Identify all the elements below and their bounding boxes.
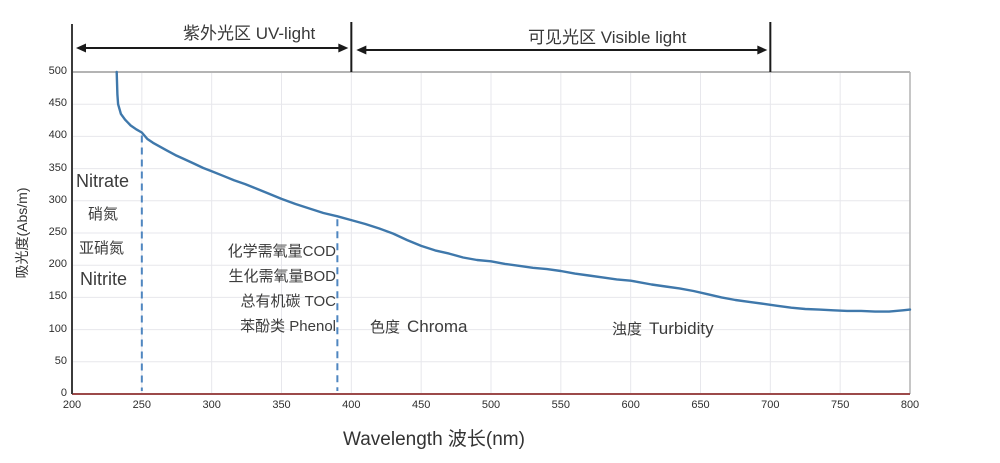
annotation-chroma: 色度 Chroma [370,316,467,337]
uv-region-label: 紫外光区 UV-light [183,24,316,43]
visible-region-arrow-right-head [757,45,768,55]
x-tick-label: 700 [761,399,780,411]
y-tick-label: 250 [48,226,67,238]
annotation-turbidity-en: Turbidity [649,319,714,338]
annotation-turbidity: 浊度 Turbidity [612,318,714,339]
y-tick-label: 150 [48,290,67,303]
y-tick-label: 400 [48,129,67,142]
y-tick-label: 300 [48,193,67,206]
x-tick-label: 450 [411,399,431,411]
annotation-chroma-zh: 色度 [370,319,401,336]
annotation-cod: 化学需氧量COD [227,243,336,260]
y-tick-label: 350 [48,161,67,174]
annotation-bod: 生化需氧量BOD [228,268,336,285]
y-tick-label: 100 [48,322,67,335]
absorbance-curve [115,70,912,313]
x-tick-label: 250 [132,399,152,411]
annotation-nitrate-en: Nitrate [76,171,130,191]
x-tick-label: 300 [202,399,221,411]
x-tick-label: 600 [621,399,640,411]
visible-region-arrow-left-head [356,45,367,55]
annotation-organics-group: 化学需氧量COD 生化需氧量BOD 总有机碳 TOC 苯酚类 Phenol [183,239,336,339]
x-tick-label: 650 [691,399,710,411]
x-axis-title: Wavelength 波长(nm) [343,429,525,450]
x-tick-label: 500 [481,399,501,411]
x-tick-label: 800 [900,399,920,411]
y-tick-label: 0 [60,387,67,399]
visible-region-label: 可见光区 Visible light [528,28,687,47]
annotation-turbidity-zh: 浊度 [612,321,643,338]
x-tick-label: 200 [62,399,82,411]
uv-region-arrow-right-head [338,43,349,53]
x-tick-label: 350 [272,399,291,411]
annotation-phenol: 苯酚类 Phenol [240,318,336,335]
uv-region-arrow-left-head [76,43,86,53]
y-axis-title: 吸光度(Abs/m) [14,187,30,279]
annotation-nitrate-zh: 硝氮 [88,206,119,223]
y-tick-label: 450 [48,97,67,110]
x-tick-label: 400 [342,399,361,411]
y-tick-label: 200 [48,258,67,271]
annotation-nitrite-en: Nitrite [80,269,128,289]
y-tick-label: 50 [54,354,67,367]
x-tick-label: 550 [551,399,571,411]
annotation-chroma-en: Chroma [407,317,468,336]
annotation-toc: 总有机碳 TOC [240,293,336,310]
x-tick-label: 750 [830,399,850,411]
y-tick-label: 500 [48,65,67,77]
annotation-nitrite-zh: 亚硝氮 [79,240,125,257]
